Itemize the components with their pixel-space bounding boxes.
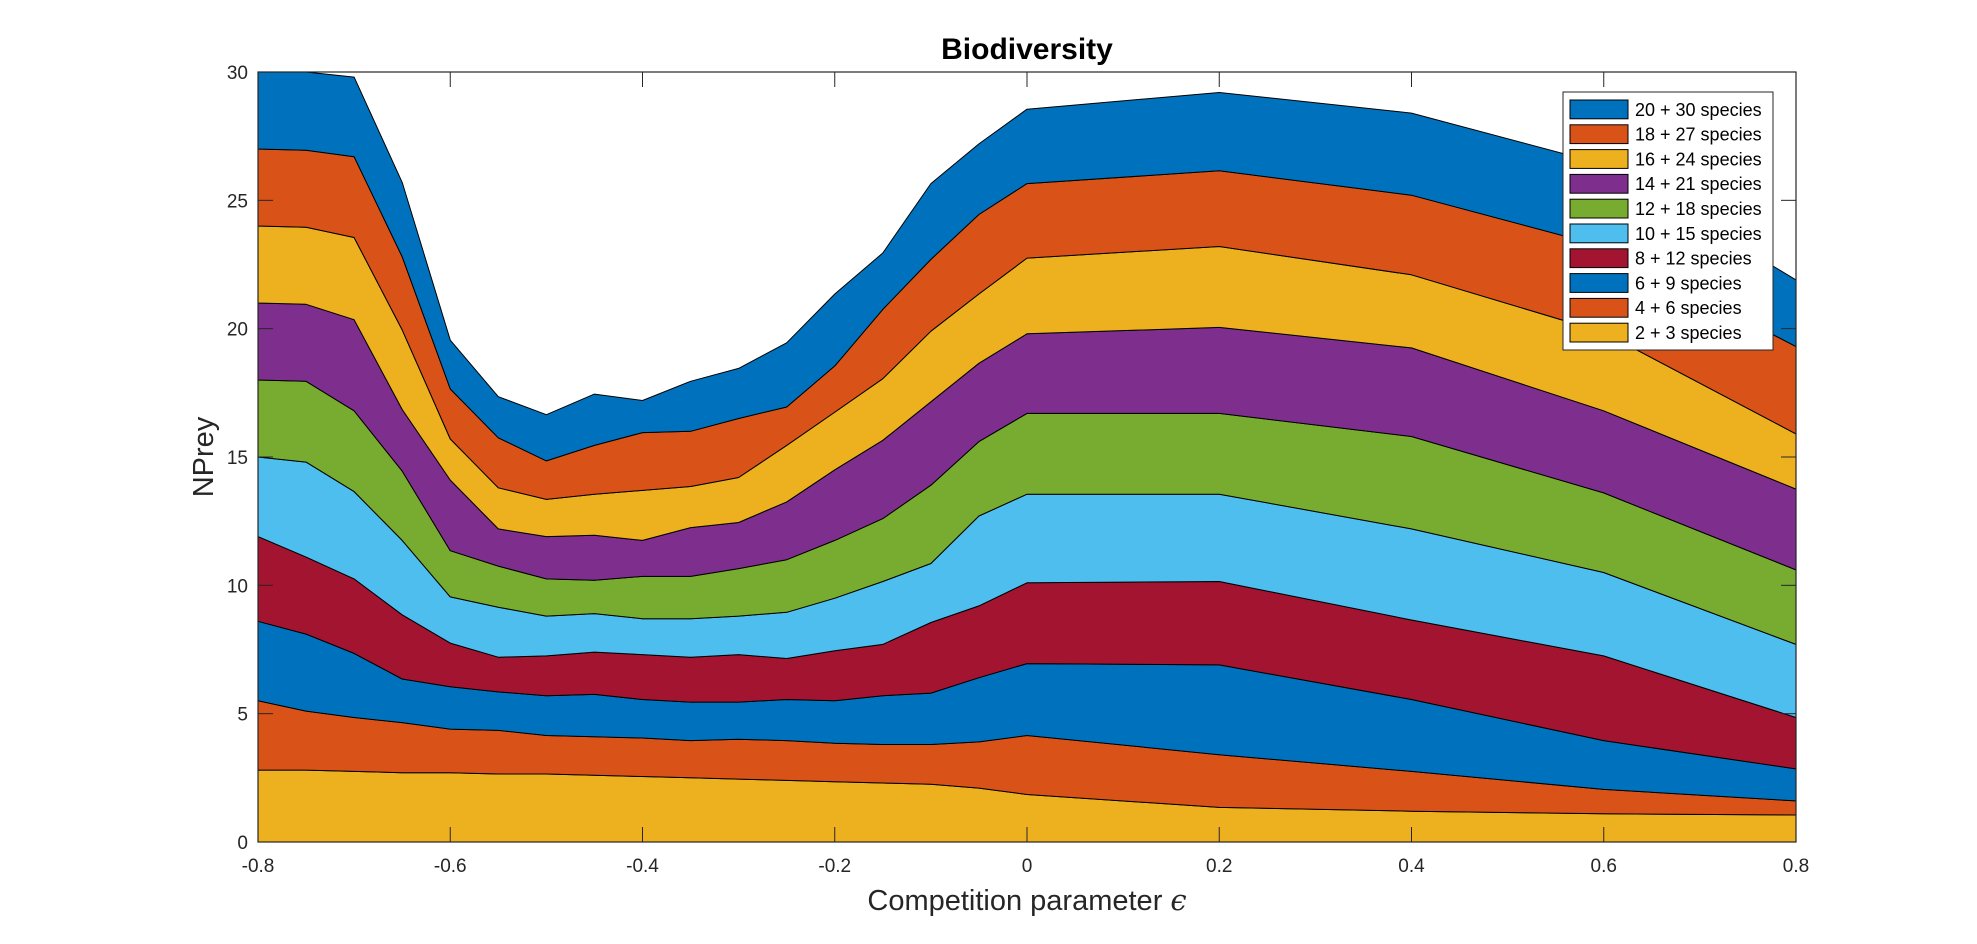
legend-swatch: [1569, 149, 1629, 169]
legend-entry-label: 4 + 6 species: [1635, 298, 1742, 318]
x-tick-label: 0.6: [1591, 856, 1617, 877]
y-tick-label: 25: [227, 191, 248, 212]
legend-swatch: [1569, 248, 1629, 269]
x-tick-label: -0.2: [818, 856, 851, 877]
legend-entry-label: 10 + 15 species: [1635, 224, 1762, 244]
y-tick-label: 0: [237, 833, 248, 854]
y-tick-label: 10: [227, 576, 248, 597]
x-tick-label: 0.8: [1783, 856, 1809, 877]
x-tick-label: -0.6: [434, 856, 467, 877]
legend-entry-label: 14 + 21 species: [1635, 174, 1762, 194]
tick-marks: [257, 71, 1797, 843]
y-tick-label: 5: [237, 705, 248, 726]
legend-swatch: [1569, 124, 1629, 145]
legend-swatch: [1569, 99, 1629, 120]
legend-swatch: [1569, 198, 1629, 219]
y-axis-label: NPrey: [188, 416, 220, 497]
x-tick-label: -0.4: [626, 856, 659, 877]
x-axis-label-symbol: ϵ: [1170, 883, 1186, 917]
x-tick-label: -0.8: [242, 856, 275, 877]
legend-swatch: [1569, 297, 1629, 318]
legend-swatch: [1569, 173, 1629, 194]
legend-entry-label: 20 + 30 species: [1635, 100, 1762, 120]
y-tick-label: 20: [227, 320, 248, 341]
legend-entry-label: 2 + 3 species: [1635, 323, 1742, 343]
x-tick-label: 0.2: [1206, 856, 1232, 877]
legend-swatch: [1569, 322, 1629, 343]
x-axis-label-text: Competition parameter: [867, 885, 1162, 917]
legend-entry-label: 8 + 12 species: [1635, 249, 1752, 269]
legend-entry-label: 12 + 18 species: [1635, 199, 1762, 219]
legend-entry-label: 18 + 27 species: [1635, 125, 1762, 145]
chart-title: Biodiversity: [941, 33, 1113, 66]
y-tick-label: 15: [227, 448, 248, 469]
legend: 20 + 30 species 18 + 27 species 16 + 24 sp…: [1562, 91, 1774, 351]
x-tick-label: 0.4: [1398, 856, 1425, 877]
x-axis-label: Competition parameter ϵ: [867, 883, 1186, 917]
tick-labels: -0.8 -0.6 -0.4 -0.2 0 0.2 0.4 0.6 0.8 0 5 10 15 20 25 3…: [227, 63, 1809, 877]
legend-swatch: [1569, 273, 1629, 293]
legend-swatch: [1569, 223, 1629, 244]
legend-entry-label: 6 + 9 species: [1635, 273, 1742, 293]
x-tick-label: 0: [1022, 856, 1033, 877]
legend-entry-label: 16 + 24 species: [1635, 149, 1762, 169]
y-tick-label: 30: [227, 63, 248, 84]
